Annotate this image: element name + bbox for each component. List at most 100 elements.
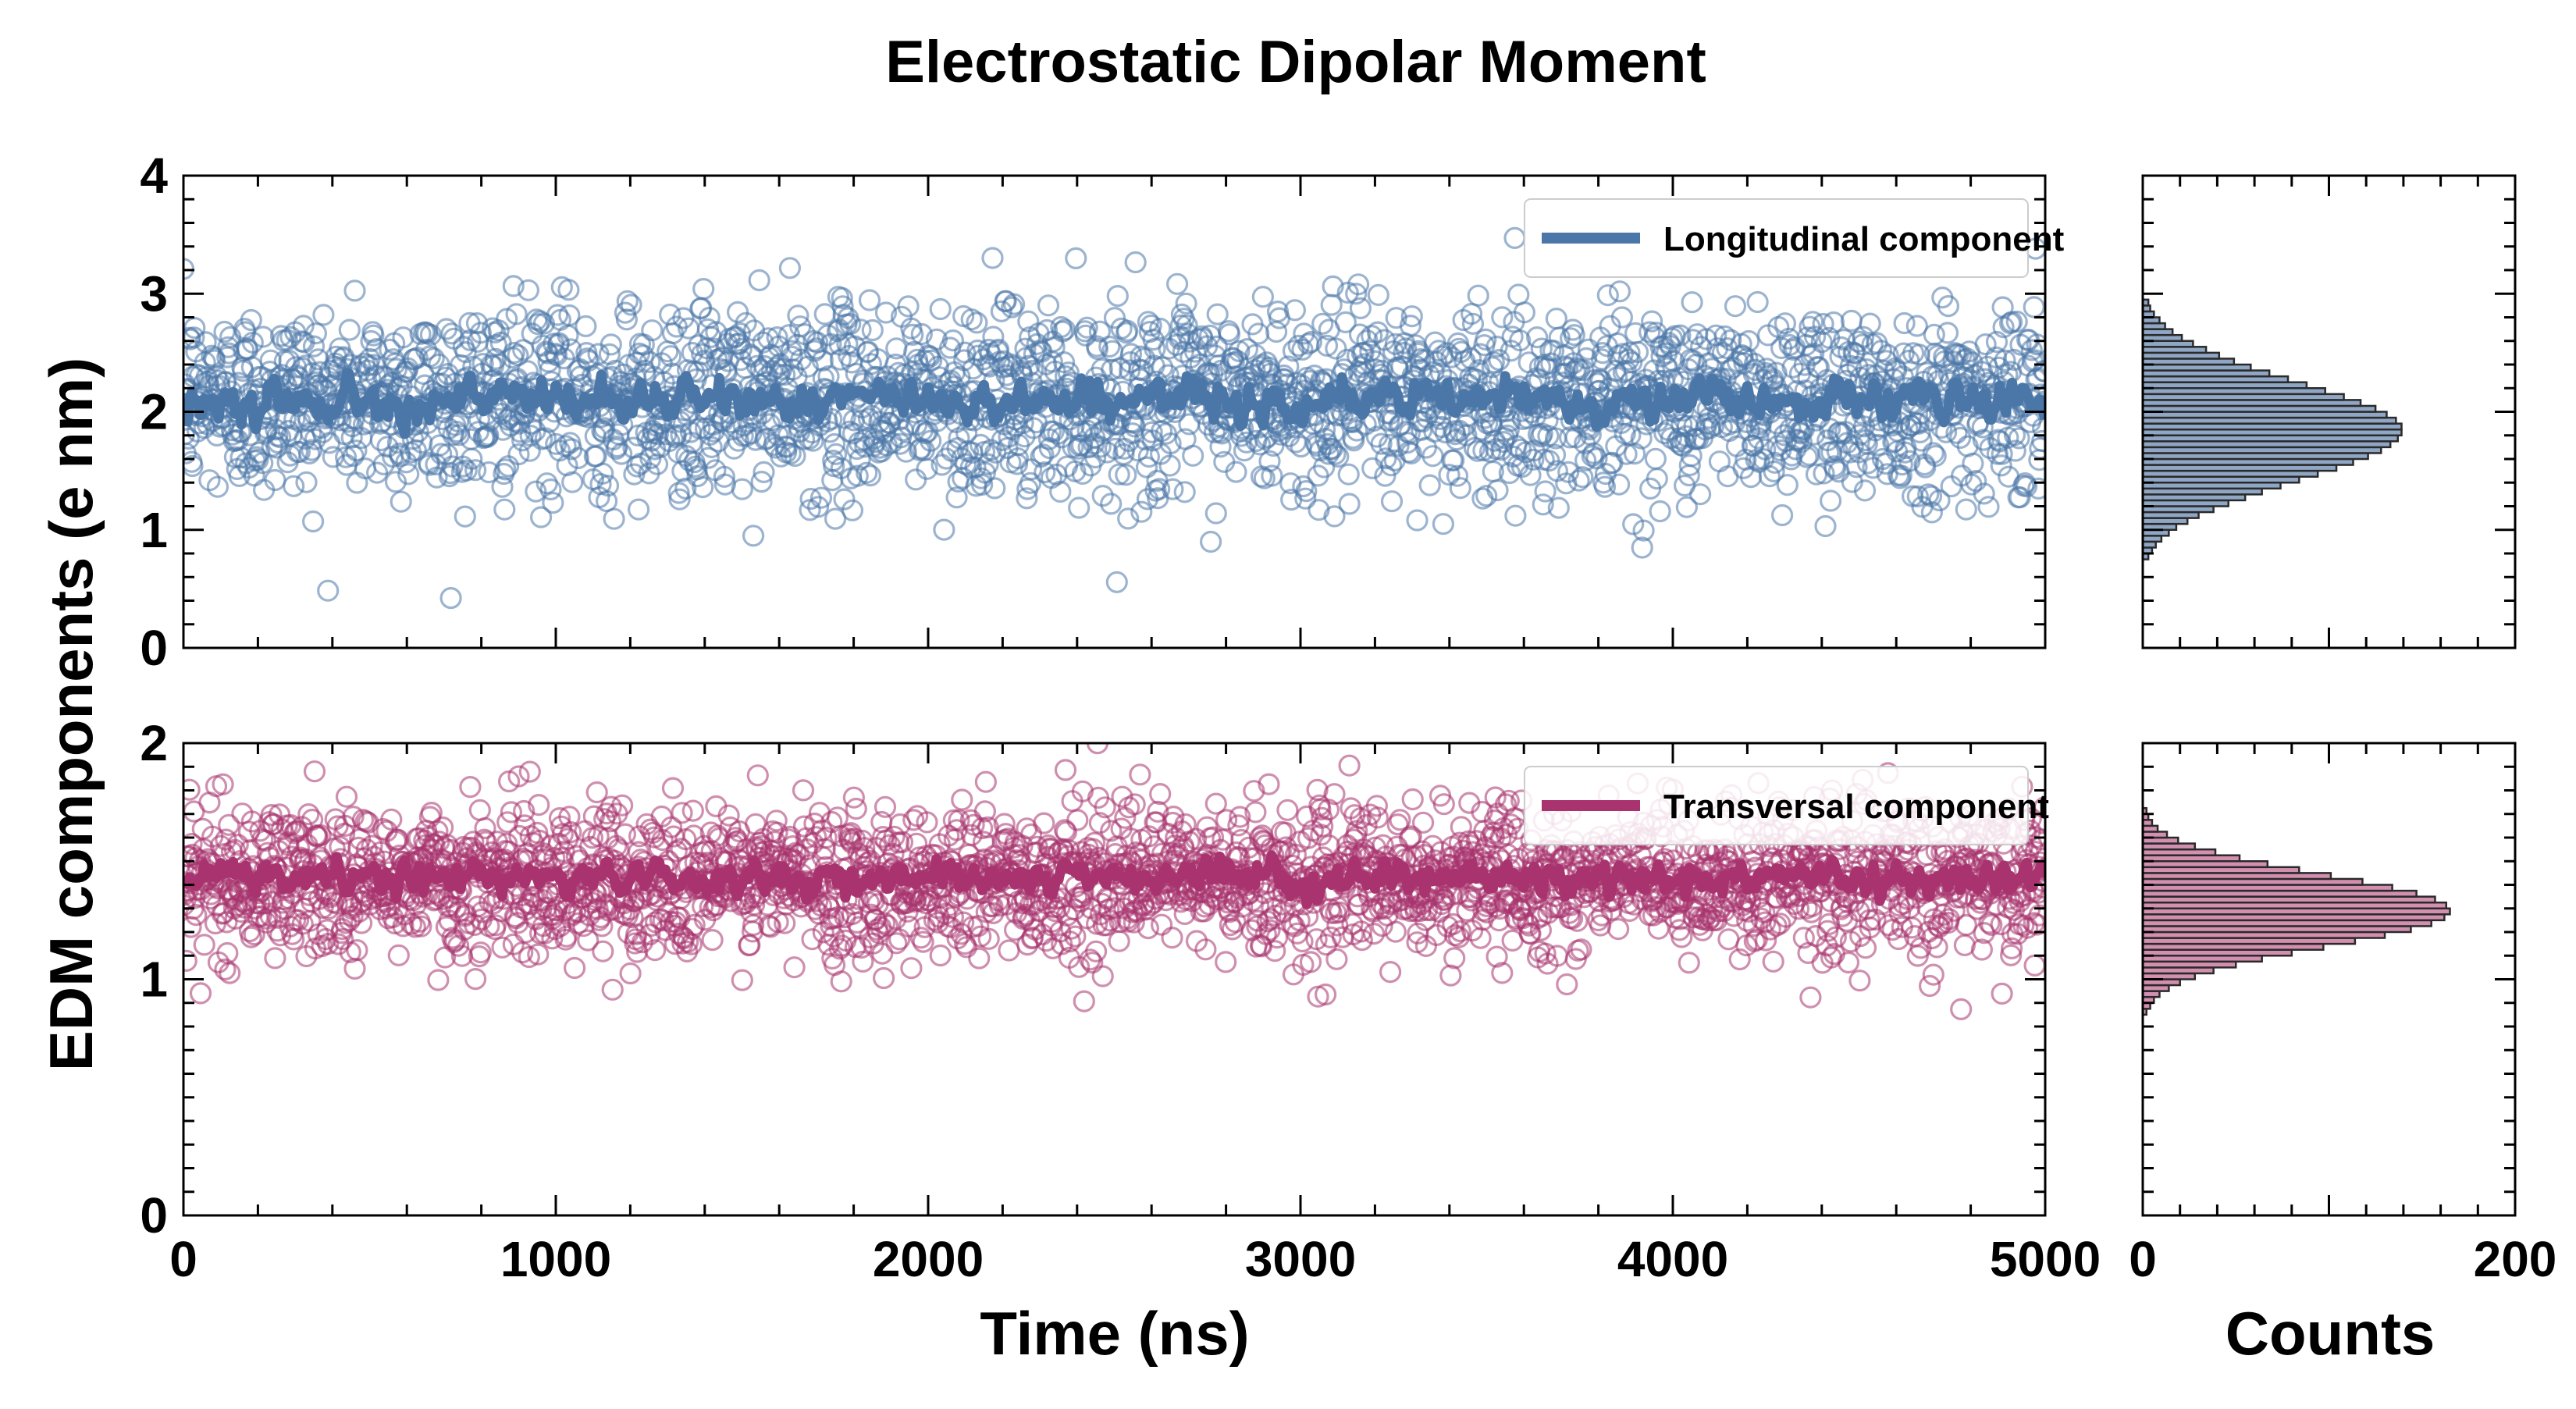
scatter-point-transversal <box>347 941 367 960</box>
scatter-point-longitudinal <box>694 279 713 299</box>
y-tick-label-longitudinal: 2 <box>140 384 168 440</box>
scatter-point-longitudinal <box>297 472 316 492</box>
scatter-point-transversal <box>337 787 357 806</box>
scatter-point-transversal <box>1278 800 1297 820</box>
scatter-point-transversal <box>1839 953 1859 973</box>
scatter-point-transversal <box>999 941 1019 960</box>
scatter-point-longitudinal <box>780 258 799 278</box>
scatter-point-longitudinal <box>1253 287 1272 307</box>
scatter-point-transversal <box>740 935 760 955</box>
scatter-point-transversal <box>621 964 640 984</box>
scatter-point-longitudinal <box>563 472 582 492</box>
scatter-point-longitudinal <box>1420 475 1439 495</box>
scatter-point-longitudinal <box>345 281 365 301</box>
scatter-point-longitudinal <box>1093 486 1112 506</box>
scatter-point-transversal <box>930 946 950 966</box>
scatter-point-longitudinal <box>985 479 1005 498</box>
scatter-point-longitudinal <box>1468 286 1488 305</box>
scatter-point-transversal <box>785 958 804 977</box>
scatter-point-transversal <box>874 969 894 988</box>
scatter-point-longitudinal <box>559 280 578 300</box>
scatter-point-longitudinal <box>340 320 359 340</box>
scatter-point-longitudinal <box>355 459 375 479</box>
y-axis-label: EDM components (e nm) <box>37 358 105 1071</box>
scatter-point-longitudinal <box>863 321 882 340</box>
scatter-point-longitudinal <box>1101 494 1121 514</box>
scatter-point-transversal <box>1923 965 1943 984</box>
scatter-point-longitudinal <box>1691 485 1710 504</box>
scatter-point-transversal <box>1719 930 1738 949</box>
scatter-point-transversal <box>1216 952 1236 972</box>
scatter-point-longitudinal <box>1108 286 1127 306</box>
scatter-point-transversal <box>1152 915 1172 934</box>
scatter-point-longitudinal <box>1821 491 1841 511</box>
y-tick-label-longitudinal: 3 <box>140 265 168 322</box>
y-tick-label-longitudinal: 1 <box>140 502 168 558</box>
scatter-point-longitudinal <box>1941 477 1961 496</box>
scatter-point-transversal <box>1403 790 1422 809</box>
scatter-point-longitudinal <box>1433 514 1453 534</box>
scatter-point-longitudinal <box>860 290 880 310</box>
scatter-point-longitudinal <box>1505 228 1525 247</box>
scatter-point-longitudinal <box>495 500 514 519</box>
legend-longitudinal: Longitudinal component <box>1525 199 2065 277</box>
scatter-point-longitudinal <box>314 305 333 325</box>
scatter-point-longitudinal <box>744 526 763 546</box>
panel-longitudinal: 0 1 2 3 4 Longitudinal component <box>140 148 2064 676</box>
chart-title: Electrostatic Dipolar Moment <box>885 29 1706 95</box>
scatter-point-transversal <box>593 941 613 961</box>
scatter-point-transversal <box>976 772 995 792</box>
scatter-point-longitudinal <box>1773 506 1792 525</box>
scatter-point-transversal <box>194 935 214 955</box>
scatter-point-longitudinal <box>391 492 411 511</box>
scatter-point-longitudinal <box>1777 475 1797 495</box>
scatter-point-longitudinal <box>318 581 338 600</box>
y-tick-label-longitudinal: 0 <box>140 620 168 676</box>
scatter-point-longitudinal <box>930 300 950 319</box>
scatter-point-longitudinal <box>543 493 563 513</box>
scatter-point-transversal <box>1093 966 1112 986</box>
scatter-point-longitudinal <box>441 589 461 608</box>
scatter-point-longitudinal <box>1726 297 1745 316</box>
scatter-point-longitudinal <box>983 248 1002 268</box>
scatter-point-longitudinal <box>1368 285 1388 304</box>
scatter-point-transversal <box>603 980 622 999</box>
scatter-point-transversal <box>265 948 285 968</box>
scatter-point-longitudinal <box>629 500 649 519</box>
scatter-point-longitudinal <box>1450 479 1470 498</box>
scatter-point-transversal <box>466 970 486 989</box>
scatter-point-transversal <box>176 951 196 970</box>
scatter-point-transversal <box>703 930 722 950</box>
scatter-point-transversal <box>1109 931 1129 951</box>
scatter-point-longitudinal <box>284 476 304 496</box>
scatter-point-transversal <box>1130 765 1150 785</box>
scatter-point-longitudinal <box>1759 467 1779 486</box>
y-tick-label-longitudinal: 4 <box>140 148 168 204</box>
scatter-point-longitudinal <box>576 316 596 336</box>
scatter-point-transversal <box>1162 928 1182 948</box>
scatter-point-transversal <box>219 815 239 834</box>
scatter-point-longitudinal <box>1267 322 1286 342</box>
scatter-point-longitudinal <box>1650 502 1670 521</box>
scatter-point-transversal <box>1679 953 1699 973</box>
scatter-point-longitudinal <box>1598 286 1617 305</box>
scatter-point-longitudinal <box>1895 314 1914 333</box>
scatter-point-longitudinal <box>1979 497 1998 517</box>
scatter-point-transversal <box>1672 927 1692 947</box>
scatter-point-longitudinal <box>1226 462 1246 482</box>
scatter-point-longitudinal <box>1407 511 1427 530</box>
scatter-point-transversal <box>305 762 325 781</box>
scatter-point-longitudinal <box>1066 248 1086 268</box>
scatter-point-transversal <box>1151 785 1170 804</box>
scatter-point-transversal <box>732 970 752 990</box>
scatter-point-longitudinal <box>1535 482 1555 501</box>
scatter-point-transversal <box>565 959 585 978</box>
scatter-point-longitudinal <box>509 445 528 464</box>
scatter-point-longitudinal <box>1748 293 1767 312</box>
scatter-point-transversal <box>1850 971 1870 991</box>
scatter-point-transversal <box>389 945 408 965</box>
scatter-point-transversal <box>1445 948 1464 968</box>
scatter-point-longitudinal <box>541 480 560 500</box>
